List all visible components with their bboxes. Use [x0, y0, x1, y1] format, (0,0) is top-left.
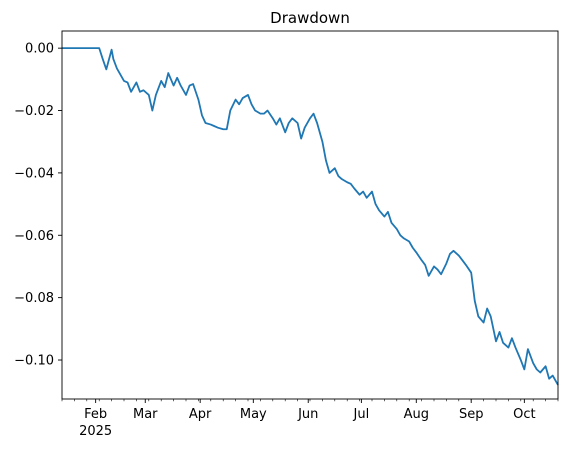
y-tick-label: 0.00 [25, 42, 54, 57]
x-tick-label: Apr [189, 407, 212, 422]
x-tick-label: Mar [133, 407, 158, 422]
x-tick-label: May [240, 407, 267, 422]
axes-frame [61, 30, 559, 400]
x-tick-label: Feb [84, 407, 107, 422]
y-tick-label: −0.04 [14, 166, 54, 181]
drawdown-series-line [62, 47, 559, 386]
chart-title: Drawdown [270, 9, 350, 27]
x-tick-label: Oct [513, 407, 535, 422]
y-tick-label: −0.08 [14, 291, 54, 306]
y-axis: 0.00 −0.02 −0.04 −0.06 −0.08 −0.10 [14, 42, 62, 369]
y-tick-label: −0.10 [14, 354, 54, 369]
plot-area [62, 47, 559, 386]
x-tick-year-label: 2025 [79, 424, 112, 439]
x-tick-label: Jun [297, 407, 318, 422]
x-tick-label: Jul [353, 407, 370, 422]
y-tick-label: −0.02 [14, 104, 54, 119]
x-tick-label: Aug [404, 407, 429, 422]
x-tick-label: Sep [459, 407, 484, 422]
y-tick-label: −0.06 [14, 229, 54, 244]
x-axis: Feb 2025 Mar Apr May Jun Jul Aug Sep Oct [61, 399, 559, 439]
